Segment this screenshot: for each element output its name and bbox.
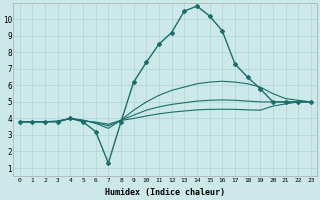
X-axis label: Humidex (Indice chaleur): Humidex (Indice chaleur) (105, 188, 225, 197)
